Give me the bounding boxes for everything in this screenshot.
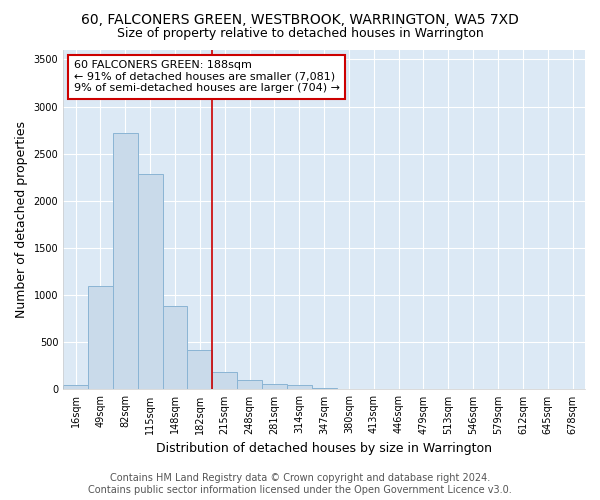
Bar (187, 350, 212, 390)
Bar (63, 384, 88, 390)
Bar (237, 380, 262, 390)
Bar (212, 372, 237, 390)
Bar (163, 306, 187, 390)
Text: Size of property relative to detached houses in Warrington: Size of property relative to detached ho… (116, 28, 484, 40)
Text: Contains HM Land Registry data © Crown copyright and database right 2024.
Contai: Contains HM Land Registry data © Crown c… (88, 474, 512, 495)
Bar (262, 384, 287, 390)
Bar (287, 385, 311, 390)
Y-axis label: Number of detached properties: Number of detached properties (15, 121, 28, 318)
Text: 60, FALCONERS GREEN, WESTBROOK, WARRINGTON, WA5 7XD: 60, FALCONERS GREEN, WESTBROOK, WARRINGT… (81, 12, 519, 26)
X-axis label: Distribution of detached houses by size in Warrington: Distribution of detached houses by size … (156, 442, 492, 455)
Bar (88, 286, 113, 390)
Text: 60 FALCONERS GREEN: 188sqm
← 91% of detached houses are smaller (7,081)
9% of se: 60 FALCONERS GREEN: 188sqm ← 91% of deta… (74, 60, 340, 94)
Bar (138, 174, 163, 390)
Bar (113, 133, 138, 390)
Bar (311, 388, 337, 390)
